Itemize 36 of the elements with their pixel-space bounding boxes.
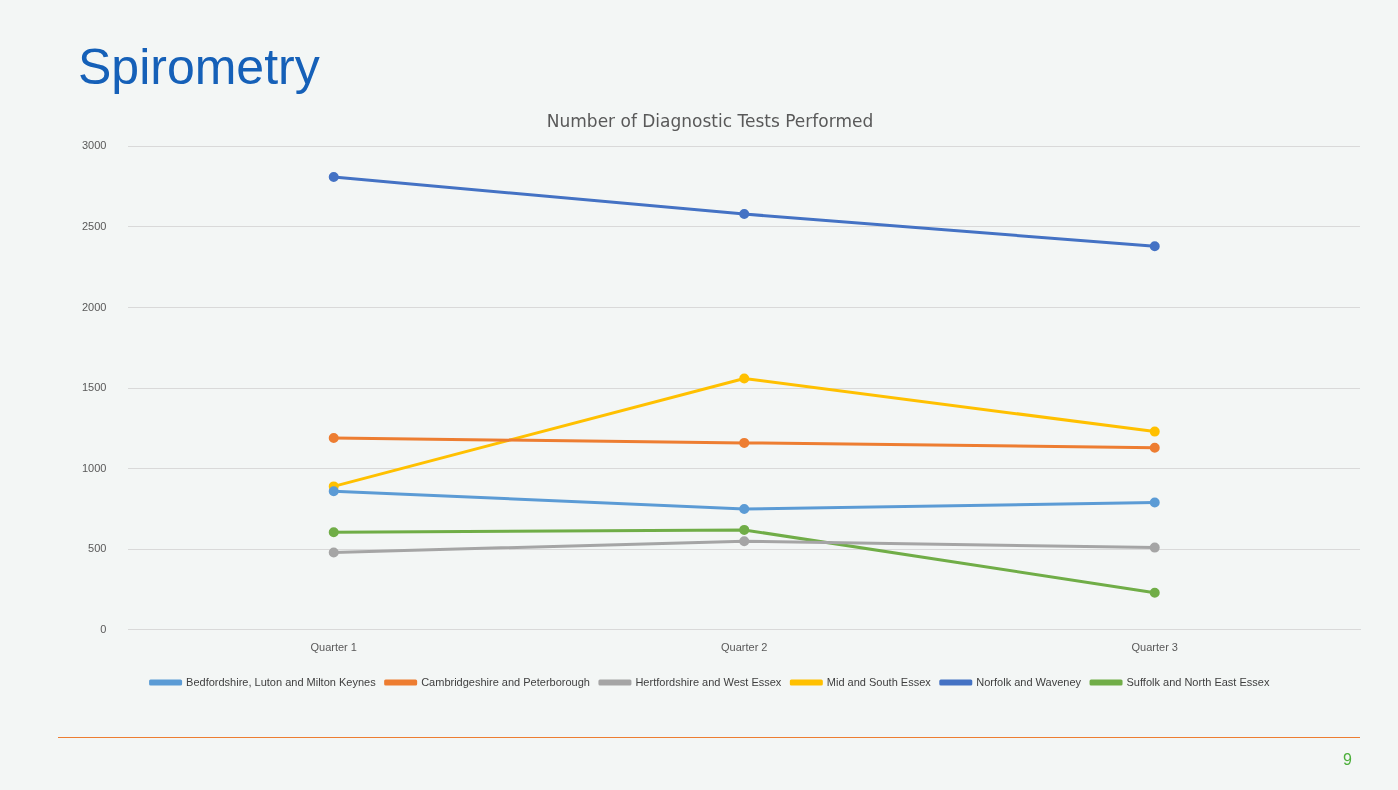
legend-label: Mid and South Essex — [826, 675, 932, 688]
x-tick-label: Quarter 2 — [721, 641, 768, 654]
x-tick-label: Quarter 1 — [310, 641, 357, 654]
y-tick-label: 500 — [88, 542, 107, 555]
legend-label: Bedfordshire, Luton and Milton Keynes — [186, 675, 377, 688]
y-tick-label: 3000 — [81, 139, 107, 152]
point — [1149, 542, 1160, 553]
point — [328, 527, 339, 538]
legend-label: Suffolk and North East Essex — [1126, 675, 1270, 688]
x-tick-label: Quarter 3 — [1131, 641, 1178, 654]
point — [1149, 426, 1160, 437]
legend-label: Norfolk and Waveney — [976, 675, 1082, 688]
point — [328, 172, 339, 183]
y-tick-label: 1500 — [81, 381, 107, 394]
y-tick-label: 0 — [100, 622, 107, 635]
legend-label: Hertfordshire and West Essex — [635, 675, 782, 688]
legend-label: Cambridgeshire and Peterborough — [421, 675, 590, 688]
point — [1149, 587, 1160, 598]
point — [739, 209, 750, 220]
point — [1149, 497, 1160, 508]
point — [328, 486, 339, 497]
y-tick-label: 2500 — [81, 220, 107, 232]
chart-subtitle: Number of Diagnostic Tests Performed — [546, 110, 874, 131]
y-tick-label: 2000 — [81, 300, 107, 313]
point — [1149, 241, 1160, 252]
point — [739, 524, 750, 535]
point — [1149, 442, 1160, 453]
text: 9 — [1343, 751, 1352, 769]
chart-title: Spirometry — [78, 38, 320, 96]
point — [739, 536, 750, 547]
point — [328, 433, 339, 444]
y-tick-label: 1000 — [81, 461, 107, 474]
point — [328, 547, 339, 558]
point — [739, 373, 750, 384]
point — [739, 503, 750, 514]
point — [739, 437, 750, 448]
